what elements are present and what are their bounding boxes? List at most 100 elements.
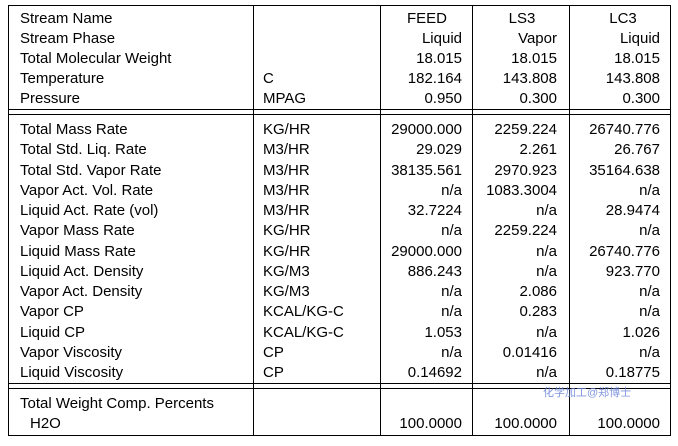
stream-ls3-phase: Vapor [518, 30, 557, 47]
feed-value: n/a [441, 303, 462, 320]
row-unit: M3/HR [263, 202, 310, 219]
row-unit: KG/M3 [263, 263, 310, 280]
row-unit: M3/HR [263, 162, 310, 179]
ls3-value: n/a [536, 263, 557, 280]
lc3-value: 26740.776 [589, 121, 660, 138]
row-label: Vapor Act. Vol. Rate [20, 182, 154, 199]
row-unit: C [263, 70, 274, 87]
section-divider [9, 383, 670, 384]
lc3-value: 143.808 [605, 70, 660, 87]
lc3-value: n/a [639, 303, 660, 320]
lc3-value: 100.0000 [597, 415, 660, 432]
table-row: Total Std. Liq. Rate M3/HR 29.029 2.261 … [9, 140, 670, 160]
table-row: H2O 100.0000 100.0000 100.0000 [9, 414, 670, 434]
ls3-value: n/a [536, 243, 557, 260]
row-unit: M3/HR [263, 141, 310, 158]
table-row: Pressure MPAG 0.950 0.300 0.300 [9, 89, 670, 109]
row-unit: KG/HR [263, 121, 311, 138]
lc3-value: 0.300 [622, 90, 660, 107]
ls3-value: 0.283 [519, 303, 557, 320]
feed-value: 29000.000 [391, 121, 462, 138]
ls3-value: 2970.923 [494, 162, 557, 179]
row-unit: KG/M3 [263, 283, 310, 300]
table-row: Total Molecular Weight 18.015 18.015 18.… [9, 49, 670, 69]
row-unit: M3/HR [263, 182, 310, 199]
feed-value: 0.950 [424, 90, 462, 107]
watermark-text: 化学加工@郑博士 [543, 387, 632, 399]
row-label: Total Std. Liq. Rate [20, 141, 147, 158]
table-row: Total Std. Vapor Rate M3/HR 38135.561 29… [9, 161, 670, 181]
feed-value: 886.243 [407, 263, 462, 280]
stream-name-label: Stream Name [20, 10, 113, 27]
feed-value: 18.015 [416, 50, 462, 67]
feed-value: 32.7224 [407, 202, 462, 219]
table-row: Vapor CP KCAL/KG-C n/a 0.283 n/a [9, 302, 670, 322]
ls3-value: 143.808 [502, 70, 557, 87]
feed-value: 38135.561 [391, 162, 462, 179]
ls3-value: 2259.224 [494, 222, 557, 239]
row-label: Vapor Viscosity [20, 344, 122, 361]
ls3-value: 2.261 [519, 141, 557, 158]
column-divider [472, 6, 473, 435]
row-label: Total Molecular Weight [20, 50, 172, 67]
row-label: Liquid Act. Density [20, 263, 144, 280]
lc3-value: 26740.776 [589, 243, 660, 260]
stream-lc3-phase: Liquid [619, 30, 660, 47]
lc3-value: n/a [639, 182, 660, 199]
section-divider [9, 388, 670, 389]
feed-value: n/a [441, 283, 462, 300]
row-unit: MPAG [263, 90, 307, 107]
table-row: Liquid Mass Rate KG/HR 29000.000 n/a 267… [9, 242, 670, 262]
row-unit: CP [263, 364, 284, 381]
column-divider [380, 6, 381, 435]
stream-feed-phase: Liquid [421, 30, 462, 47]
feed-value: 1.053 [424, 324, 462, 341]
row-label: Vapor Act. Density [20, 283, 143, 300]
stream-phase-label: Stream Phase [20, 30, 116, 47]
table-row: Vapor Act. Density KG/M3 n/a 2.086 n/a [9, 282, 670, 302]
lc3-value: 1.026 [622, 324, 660, 341]
row-unit: CP [263, 344, 284, 361]
ls3-value: 0.300 [519, 90, 557, 107]
lc3-value: n/a [639, 222, 660, 239]
lc3-value: n/a [639, 283, 660, 300]
stream-lc3-name: LC3 [609, 10, 637, 27]
row-label: Temperature [20, 70, 105, 87]
table-row: Total Mass Rate KG/HR 29000.000 2259.224… [9, 120, 670, 140]
row-unit: KG/HR [263, 222, 311, 239]
lc3-value: 28.9474 [605, 202, 660, 219]
composition-title-row: Total Weight Comp. Percents [9, 394, 670, 414]
feed-value: 29000.000 [391, 243, 462, 260]
table-row: Liquid Viscosity CP 0.14692 n/a 0.18775 [9, 363, 670, 383]
table-row: Liquid CP KCAL/KG-C 1.053 n/a 1.026 [9, 323, 670, 343]
feed-value: 100.0000 [399, 415, 462, 432]
ls3-value: n/a [536, 202, 557, 219]
table-row: Liquid Act. Density KG/M3 886.243 n/a 92… [9, 262, 670, 282]
stream-summary-table: Stream Name FEED LS3 LC3 Stream Phase Li… [8, 5, 671, 436]
row-unit: KG/HR [263, 243, 311, 260]
row-unit: KCAL/KG-C [263, 324, 344, 341]
lc3-value: 0.18775 [605, 364, 660, 381]
ls3-value: 2.086 [519, 283, 557, 300]
row-label: Pressure [20, 90, 81, 107]
component-label: H2O [30, 415, 61, 432]
row-label: Liquid Mass Rate [20, 243, 136, 260]
lc3-value: 35164.638 [589, 162, 660, 179]
row-label: Total Mass Rate [20, 121, 128, 138]
table-row: Vapor Mass Rate KG/HR n/a 2259.224 n/a [9, 221, 670, 241]
row-label: Liquid Viscosity [20, 364, 124, 381]
lc3-value: 26.767 [614, 141, 660, 158]
section-divider [9, 109, 670, 110]
stream-ls3-name: LS3 [508, 10, 536, 27]
table-row: Vapor Act. Vol. Rate M3/HR n/a 1083.3004… [9, 181, 670, 201]
row-label: Total Std. Vapor Rate [20, 162, 162, 179]
header-row-stream-name: Stream Name FEED LS3 LC3 [9, 9, 670, 29]
column-divider [569, 6, 570, 435]
header-row-stream-phase: Stream Phase Liquid Vapor Liquid [9, 29, 670, 49]
lc3-value: n/a [639, 344, 660, 361]
ls3-value: 2259.224 [494, 121, 557, 138]
row-label: Liquid Act. Rate (vol) [20, 202, 159, 219]
table-row: Vapor Viscosity CP n/a 0.01416 n/a [9, 343, 670, 363]
ls3-value: n/a [536, 324, 557, 341]
row-label: Liquid CP [20, 324, 86, 341]
